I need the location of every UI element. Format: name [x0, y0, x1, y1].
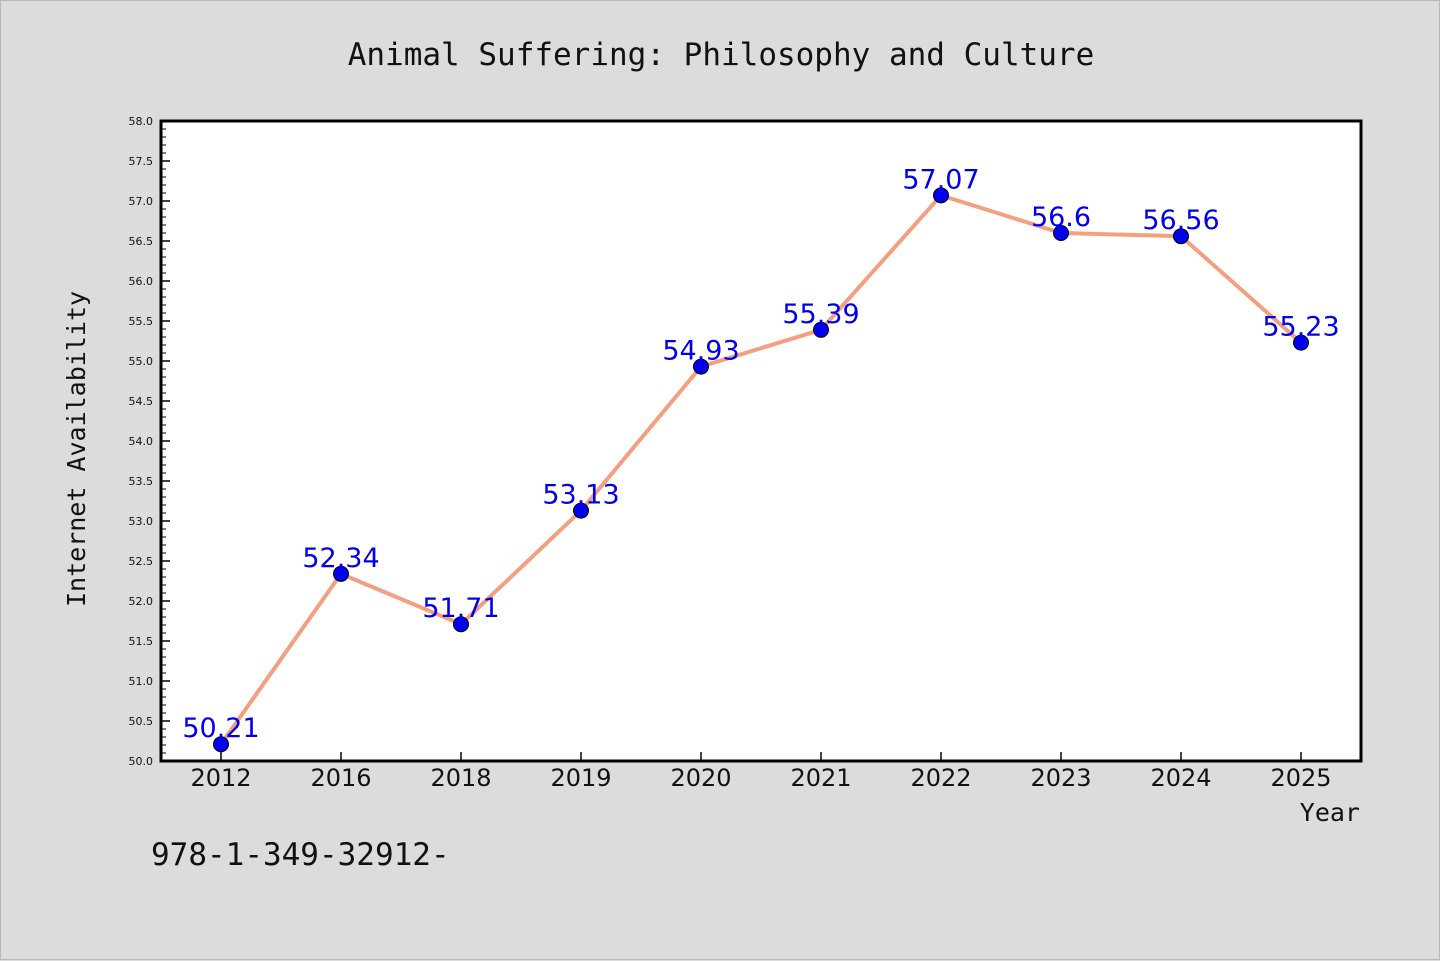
data-point-label: 53.13 — [542, 480, 619, 511]
y-tick-label: 53.5 — [129, 475, 154, 488]
data-point-marker — [933, 187, 949, 204]
y-tick-label: 58.0 — [129, 115, 154, 128]
x-tick-label: 2025 — [1270, 764, 1331, 792]
data-point-marker — [1053, 225, 1069, 241]
x-tick-label: 2022 — [910, 764, 971, 792]
plot-frame — [159, 119, 1363, 763]
data-point-marker — [1173, 228, 1189, 245]
y-tick-label: 56.0 — [129, 275, 154, 288]
data-point-marker — [333, 565, 349, 582]
data-point-label: 50.21 — [182, 713, 259, 744]
y-axis: 50.0 50.5 51.0 51.5 52.0 52.5 53.0 53.5 54.0 54.5… — [129, 115, 170, 768]
y-tick-label: 55.0 — [129, 355, 154, 368]
data-point-label: 52.34 — [302, 543, 379, 574]
x-tick-label: 2018 — [430, 764, 491, 792]
data-point-marker — [1293, 334, 1309, 351]
y-tick-label: 51.5 — [129, 635, 154, 648]
y-tick-label: 50.0 — [129, 755, 154, 768]
data-point-label: 54.93 — [662, 336, 739, 367]
x-tick-label: 2019 — [550, 764, 611, 792]
chart-title: Animal Suffering: Philosophy and Culture — [348, 37, 1095, 73]
y-tick-label: 57.0 — [129, 195, 154, 208]
y-tick-label: 57.5 — [129, 155, 154, 168]
data-point-marker — [573, 502, 589, 519]
data-point-marker — [213, 736, 229, 753]
footer-isbn-text: 978-1-349-32912- — [151, 837, 450, 873]
series-line-group — [219, 193, 1303, 747]
data-point-label: 56.56 — [1142, 205, 1219, 236]
y-tick-label: 56.5 — [129, 235, 154, 248]
y-tick-label: 54.0 — [129, 435, 154, 448]
x-axis-label: Year — [1300, 798, 1360, 827]
data-point-marker — [453, 616, 469, 633]
data-point-label: 55.39 — [782, 299, 859, 330]
y-tick-label: 51.0 — [129, 675, 154, 688]
x-tick-label: 2023 — [1030, 764, 1091, 792]
y-tick-label: 50.5 — [129, 715, 154, 728]
x-tick-label: 2020 — [670, 764, 731, 792]
x-tick-label: 2024 — [1150, 764, 1211, 792]
x-axis: 2012 2016 2018 2019 2020 2021 2022 2023 2024 2025 — [190, 752, 1332, 792]
y-tick-label: 52.0 — [129, 595, 154, 608]
plot-area — [161, 121, 1361, 761]
y-tick-label: 55.5 — [129, 315, 154, 328]
data-point-label: 51.71 — [422, 593, 499, 624]
y-axis-label: Internet Availability — [62, 291, 91, 607]
y-tick-label: 53.0 — [129, 515, 154, 528]
data-label-group: 50.21 52.34 51.71 53.13 54.93 55.39 57.07 56.6 5… — [182, 164, 1339, 744]
data-point-label: 56.6 — [1031, 202, 1091, 233]
y-tick-label: 52.5 — [129, 555, 154, 568]
series-line — [219, 193, 1303, 747]
data-point-label: 57.07 — [902, 164, 979, 195]
data-point-label: 55.23 — [1262, 312, 1339, 343]
marker-group — [213, 187, 1309, 753]
data-point-marker — [813, 321, 829, 338]
x-tick-label: 2016 — [310, 764, 371, 792]
x-tick-label: 2012 — [190, 764, 251, 792]
data-point-marker — [693, 358, 709, 375]
y-tick-label: 54.5 — [129, 395, 154, 408]
x-tick-label: 2021 — [790, 764, 851, 792]
